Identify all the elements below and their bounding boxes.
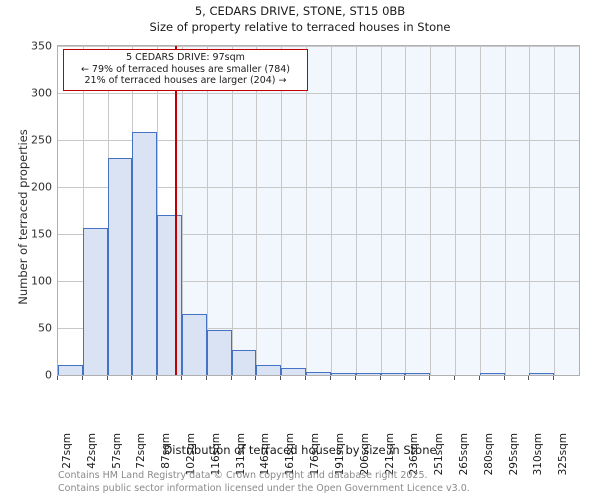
bar-146sqm [256,364,282,375]
footer-line-1: Contains HM Land Registry data © Crown c… [58,470,428,481]
y-axis-title: Number of terraced properties [16,129,30,305]
gridline-x-18 [504,46,506,375]
bar-221sqm [380,373,406,375]
gridline-x-14 [405,46,407,375]
x-tickmark-280sqm [478,376,480,380]
plot-area [57,45,580,376]
y-tick-50: 50 [38,321,52,335]
bar-161sqm [281,368,307,375]
x-tickmark-295sqm [503,376,505,380]
x-tickmark-206sqm [354,376,356,380]
bar-27sqm [58,364,83,375]
bar-206sqm [355,373,381,375]
bar-57sqm [107,157,133,375]
x-tickmark-310sqm [528,376,530,380]
gridline-y-200 [58,187,579,188]
gridline-x-16 [454,46,456,375]
x-tickmark-251sqm [429,376,431,380]
annotation-line-2: ← 79% of terraced houses are smaller (78… [80,63,291,75]
bar-280sqm [479,373,505,375]
x-tickmark-161sqm [280,376,282,380]
gridline-x-4 [157,46,159,375]
gridline-x-9 [281,46,283,375]
bar-131sqm [231,349,257,375]
gridline-x-6 [206,46,208,375]
bar-191sqm [330,373,356,375]
gridline-x-5 [182,46,184,375]
x-tickmark-176sqm [305,376,307,380]
chart-subtitle: Size of property relative to terraced ho… [149,20,451,34]
y-tick-200: 200 [31,180,52,194]
bar-102sqm [182,313,207,375]
bar-42sqm [82,228,108,375]
gridline-x-12 [355,46,357,375]
gridline-x-8 [256,46,258,375]
footer-attribution: Contains HM Land Registry data © Crown c… [58,470,598,495]
x-tickmark-87sqm [156,376,158,380]
y-tick-350: 350 [31,39,52,53]
annotation-line-3: 21% of terraced houses are larger (204) … [84,75,287,87]
y-tick-300: 300 [31,86,52,100]
gridline-x-17 [479,46,481,375]
y-tick-150: 150 [31,227,52,241]
y-axis-tick-labels: 0 50 100 150 200 250 300 350 [0,40,52,382]
y-tick-0: 0 [45,368,52,382]
bar-72sqm [132,132,158,375]
x-tickmark-102sqm [181,376,183,380]
gridline-x-19 [529,46,531,375]
x-tickmark-27sqm [57,376,58,380]
x-tickmark-191sqm [329,376,331,380]
x-axis-title: Distribution of terraced houses by size … [163,443,437,457]
x-tickmark-72sqm [131,376,133,380]
gridline-y-250 [58,140,579,141]
larger-region-shading [174,46,579,375]
bar-176sqm [306,372,331,375]
footer-line-2: Contains public sector information licen… [58,482,470,494]
x-tickmark-42sqm [81,376,83,380]
gridline-y-150 [58,234,579,235]
y-tick-100: 100 [31,274,52,288]
gridline-x-7 [231,46,233,375]
property-annotation-box: 5 CEDARS DRIVE: 97sqm ← 79% of terraced … [63,49,308,91]
x-tickmark-325sqm [553,376,555,380]
chart-title: 5, CEDARS DRIVE, STONE, ST15 0BB [194,4,406,18]
x-tickmark-116sqm [205,376,207,380]
gridline-x-20 [554,46,556,375]
gridline-y-100 [58,281,579,282]
x-tickmark-236sqm [404,376,406,380]
gridline-x-13 [380,46,382,375]
bar-116sqm [206,329,232,375]
x-tickmark-131sqm [230,376,232,380]
gridline-x-11 [330,46,332,375]
annotation-line-1: 5 CEDARS DRIVE: 97sqm [126,52,245,63]
gridline-x-1 [82,46,84,375]
x-axis-tick-labels: 27sqm 42sqm 57sqm 72sqm 87sqm 102sqm 116sqm 131… [57,376,580,475]
gridline-y-350 [58,46,579,47]
y-tick-250: 250 [31,133,52,147]
x-tickmark-265sqm [453,376,455,380]
gridline-x-10 [306,46,308,375]
gridline-y-50 [58,328,579,329]
property-size-marker-line [174,46,177,375]
x-tickmark-57sqm [106,376,108,380]
bar-236sqm [405,373,431,375]
x-tickmark-146sqm [255,376,257,380]
gridline-y-300 [58,93,579,94]
x-tickmark-221sqm [379,376,381,380]
bar-87sqm [157,215,183,375]
bar-310sqm [529,373,555,375]
gridline-x-15 [430,46,432,375]
